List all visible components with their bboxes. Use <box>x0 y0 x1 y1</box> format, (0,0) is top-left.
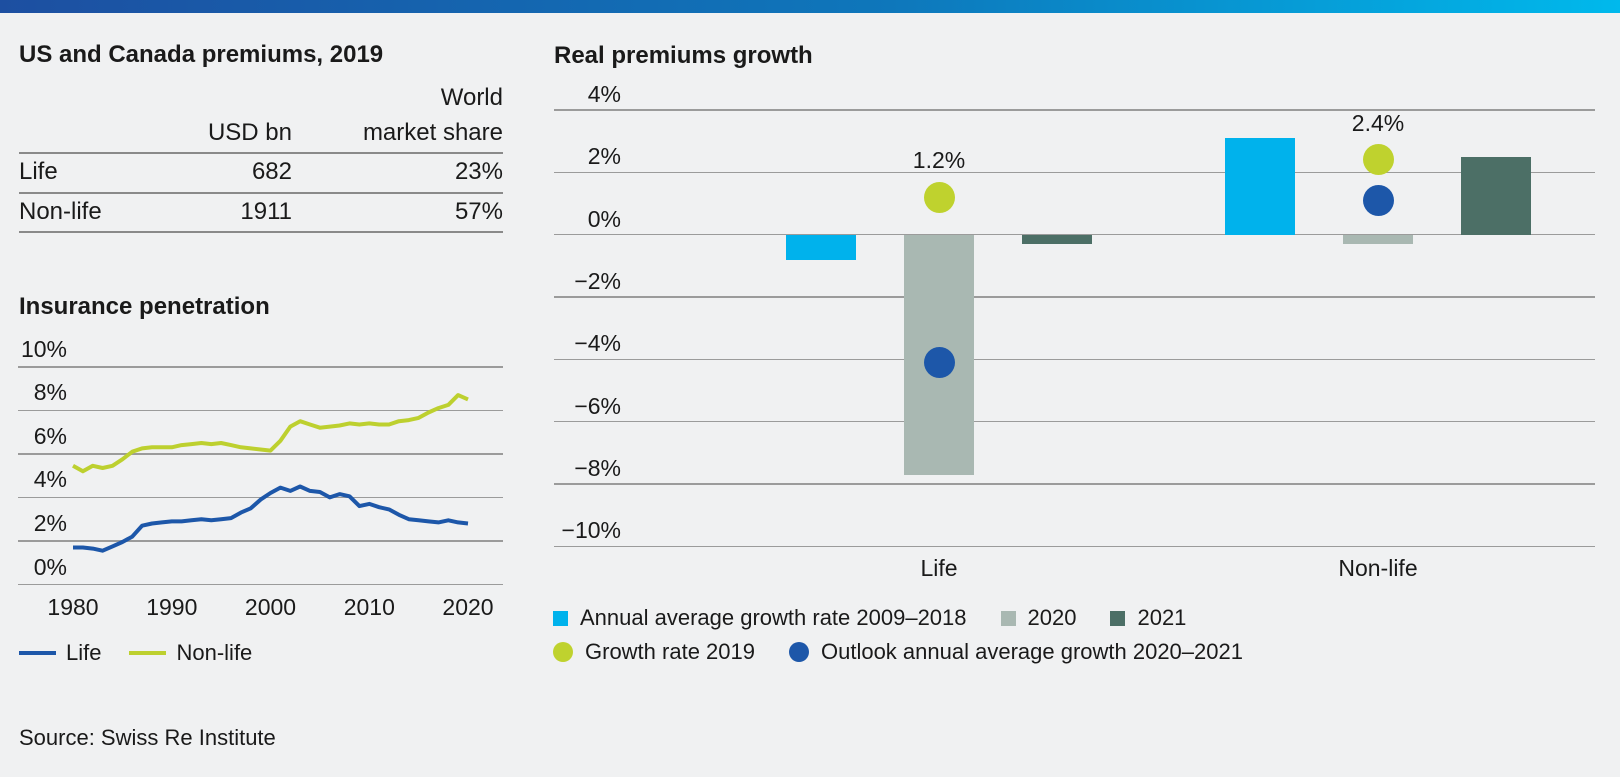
premiums-row-share: 57% <box>454 198 503 225</box>
growth-gridline <box>554 109 1595 111</box>
top-accent-bar <box>0 0 1620 13</box>
growth-bar-2021-non-life <box>1461 156 1531 235</box>
premiums-header-world: World <box>440 84 503 111</box>
growth-y-tick-label: −8% <box>574 455 621 481</box>
penetration-line-non-life <box>72 393 469 474</box>
growth-gridline <box>554 545 1595 548</box>
legend-label: 2020 <box>1027 605 1077 630</box>
legend-square-swatch <box>1110 610 1126 626</box>
premiums-row-share: 23% <box>454 158 503 185</box>
penetration-y-tick-label: 10% <box>20 335 67 362</box>
growth-gridline <box>554 233 1595 236</box>
premiums-row-usd: 1911 <box>240 198 292 225</box>
legend-circle-swatch <box>788 642 809 662</box>
premiums-header-usd-bn: USD bn <box>207 119 292 146</box>
premiums-row-usd: 682 <box>251 158 292 185</box>
table-divider <box>19 192 503 194</box>
penetration-x-tick-label: 2010 <box>343 594 395 620</box>
growth-y-tick-label: −4% <box>574 330 621 357</box>
growth-y-tick-label: −10% <box>561 517 621 544</box>
growth-bar-annual-average-growth-rate-2009-2018-non-life <box>1225 138 1295 235</box>
growth-category-label-non-life: Non-life <box>1338 555 1418 581</box>
penetration-gridline <box>18 583 503 586</box>
growth-legend-item-outlook-annual-average-growth-2020-2021: Outlook annual average growth 2020–2021 <box>788 639 1243 665</box>
growth-legend-row-1: Annual average growth rate 2009–2018 2020… <box>553 605 1186 631</box>
growth-dot-value-label: 1.2% <box>912 147 966 174</box>
growth-gridline <box>554 296 1595 298</box>
growth-y-tick-label: 0% <box>587 205 621 232</box>
growth-gridline <box>554 420 1595 423</box>
legend-square-swatch <box>553 610 568 626</box>
growth-y-tick-label: −6% <box>574 392 621 419</box>
premiums-row-label: Non-life <box>19 198 102 225</box>
penetration-x-tick-label: 2020 <box>442 594 494 620</box>
penetration-gridline <box>18 409 503 412</box>
growth-dot-outlook-annual-average-growth-2020-2021-life <box>923 347 955 378</box>
growth-legend-item-annual-average-growth-rate-2009-2018: Annual average growth rate 2009–2018 <box>553 605 967 631</box>
penetration-x-tick-label: 2000 <box>244 594 297 620</box>
growth-legend-item-2020: 2020 <box>1000 605 1077 631</box>
penetration-y-tick-label: 4% <box>33 466 67 493</box>
growth-chart-title: Real premiums growth <box>554 42 813 69</box>
legend-line-swatch <box>19 651 56 655</box>
penetration-gridline <box>18 453 503 455</box>
growth-legend-item-growth-rate-2019: Growth rate 2019 <box>553 639 755 665</box>
growth-bar-2020-non-life <box>1343 234 1413 244</box>
legend-label: 2021 <box>1137 605 1187 630</box>
premiums-table-title: US and Canada premiums, 2019 <box>19 41 384 68</box>
legend-square-swatch <box>1000 610 1016 626</box>
table-divider <box>19 231 503 233</box>
legend-label: Outlook annual average growth 2020–2021 <box>820 639 1243 664</box>
premiums-row-label: Life <box>19 158 58 185</box>
penetration-y-tick-label: 0% <box>33 553 67 580</box>
penetration-legend: Life Non-life <box>19 640 252 666</box>
growth-gridline <box>554 483 1595 485</box>
penetration-legend-item-non-life: Non-life <box>129 640 252 666</box>
legend-line-swatch <box>129 651 167 655</box>
growth-legend-item-2021: 2021 <box>1110 605 1186 631</box>
penetration-y-tick-label: 6% <box>33 422 67 449</box>
legend-label: Annual average growth rate 2009–2018 <box>580 605 967 630</box>
table-divider <box>19 152 503 154</box>
penetration-gridline <box>18 366 503 368</box>
penetration-gridline <box>18 496 503 499</box>
growth-bar-annual-average-growth-rate-2009-2018-life <box>786 234 856 260</box>
growth-dot-value-label: 2.4% <box>1351 109 1405 136</box>
legend-label: Non-life <box>176 640 253 665</box>
penetration-x-tick-label: 1990 <box>146 594 198 620</box>
growth-bar-2021-life <box>1022 234 1092 244</box>
growth-y-tick-label: −2% <box>574 268 621 294</box>
growth-gridline <box>554 358 1595 361</box>
growth-category-label-life: Life <box>920 555 958 581</box>
legend-label: Life <box>66 640 102 665</box>
growth-y-tick-label: 2% <box>587 143 621 170</box>
penetration-legend-item-life: Life <box>19 640 101 666</box>
penetration-chart-title: Insurance penetration <box>19 293 270 320</box>
growth-gridline <box>554 171 1595 174</box>
penetration-x-tick-label: 1980 <box>47 594 99 620</box>
penetration-y-tick-label: 2% <box>33 510 67 536</box>
penetration-y-tick-label: 8% <box>33 379 67 406</box>
premiums-header-market-share: market share <box>362 119 503 146</box>
growth-legend-row-2: Growth rate 2019 Outlook annual average g… <box>553 639 1243 665</box>
penetration-gridline <box>18 540 503 542</box>
growth-y-tick-label: 4% <box>587 81 621 107</box>
growth-dot-growth-rate-2019-non-life <box>1362 144 1394 176</box>
legend-circle-swatch <box>553 642 573 662</box>
source-note: Source: Swiss Re Institute <box>19 725 276 750</box>
growth-dot-outlook-annual-average-growth-2020-2021-non-life <box>1362 184 1394 216</box>
growth-dot-growth-rate-2019-life <box>923 181 955 213</box>
legend-label: Growth rate 2019 <box>585 639 755 664</box>
